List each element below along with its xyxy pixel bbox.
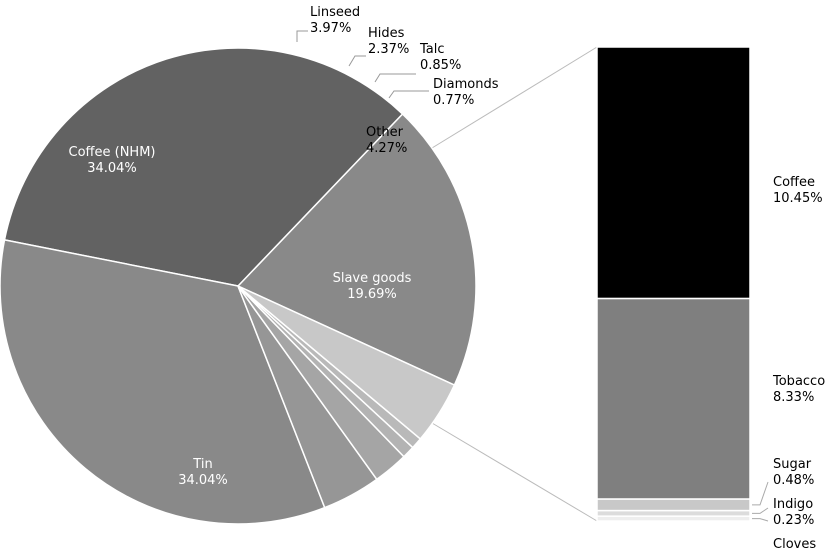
bar-segment-indigo (596, 509, 751, 517)
slice-label-diamonds: Diamonds 0.77% (433, 77, 499, 108)
pie-slice-tin (3, 47, 404, 287)
leader-line-diamonds (388, 90, 429, 99)
bar-leader-cloves (752, 518, 769, 522)
bar-label-tobacco: Tobacco 8.33% (772, 374, 825, 405)
slice-label-coffee-nhm: Coffee (NHM) 34.04% (69, 145, 156, 176)
bar-label-indigo: Indigo 0.23% (773, 497, 814, 528)
pie-slice-other (237, 285, 456, 440)
bar-leader-sugar (752, 481, 769, 506)
slice-label-slave-goods: Slave goods 19.69% (333, 271, 412, 302)
bar-label-sugar: Sugar 0.48% (773, 457, 814, 488)
bar-segment-sugar (596, 498, 751, 512)
bar-segment-tobacco (596, 297, 751, 500)
bar-segment-coffee (596, 46, 751, 300)
connector-line-bottom (431, 422, 598, 522)
slice-label-hides: Hides 2.37% (368, 26, 409, 57)
leader-line-linseed (296, 30, 308, 42)
connector-line-top (431, 46, 598, 149)
bar-segment-cloves (596, 515, 751, 522)
slice-label-other: Other 4.27% (366, 125, 407, 156)
slice-label-talc: Talc 0.85% (419, 42, 461, 73)
pie-slice-coffee-nhm (0, 239, 326, 525)
slice-label-tin: Tin 34.04% (178, 457, 228, 488)
chart-labels: Slave goods 19.69% Tin 34.04% Coffee (NHM) 34… (69, 5, 826, 552)
stacked-bar-chart (596, 46, 751, 522)
pie-chart (0, 47, 477, 525)
bar-label-cloves: Cloves (773, 537, 816, 552)
leader-line-talc (374, 73, 416, 83)
bar-label-coffee: Coffee 10.45% (773, 175, 823, 206)
connector-lines (431, 46, 598, 522)
leader-line-hides (348, 55, 366, 67)
bar-leader-indigo (752, 507, 769, 514)
slice-label-linseed: Linseed 3.97% (310, 5, 360, 36)
pie-slice-slave-goods (236, 112, 477, 387)
